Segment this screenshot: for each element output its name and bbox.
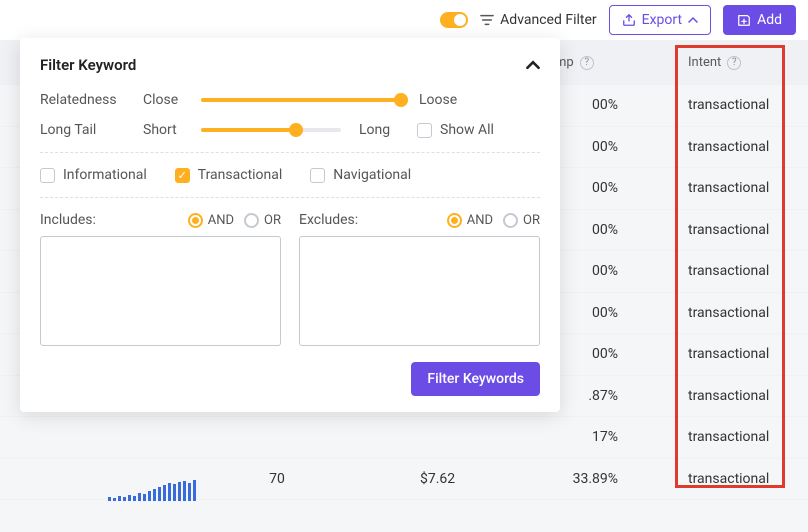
comp-cell: 17% <box>528 429 618 445</box>
advanced-filter-button[interactable]: Advanced Filter <box>480 12 596 28</box>
export-icon <box>622 13 636 27</box>
add-button[interactable]: Add <box>723 5 796 35</box>
relatedness-slider[interactable] <box>201 98 401 102</box>
intent-cell: transactional <box>688 139 769 155</box>
includes-label: Includes: <box>40 212 96 228</box>
relatedness-right: Loose <box>419 92 459 108</box>
intent-cell: transactional <box>688 305 769 321</box>
intent-cell: transactional <box>688 429 769 445</box>
filter-keywords-button[interactable]: Filter Keywords <box>411 362 540 396</box>
panel-title: Filter Keyword <box>40 56 136 74</box>
excludes-or-radio[interactable]: OR <box>503 213 540 228</box>
collapse-icon[interactable] <box>526 58 540 72</box>
includes-and-radio[interactable]: AND <box>188 213 234 228</box>
includes-textarea[interactable] <box>40 236 281 346</box>
table-row[interactable]: 17% transactional <box>0 417 808 459</box>
intent-cell: transactional <box>688 471 769 487</box>
intent-cell: transactional <box>688 388 769 404</box>
help-icon[interactable]: ? <box>727 56 741 70</box>
longtail-left: Short <box>143 122 183 138</box>
filter-keyword-panel: Filter Keyword Relatedness Close Loose L… <box>20 38 560 412</box>
column-intent-label: Intent <box>688 55 721 70</box>
advanced-filter-label: Advanced Filter <box>500 12 596 28</box>
excludes-and-radio[interactable]: AND <box>447 213 493 228</box>
intent-cell: transactional <box>688 346 769 362</box>
export-label: Export <box>642 12 682 28</box>
longtail-right: Long <box>359 122 399 138</box>
informational-checkbox[interactable]: Informational <box>40 167 147 183</box>
navigational-label: Navigational <box>333 167 411 183</box>
table-row[interactable]: 33.89% transactional 70 $7.62 <box>0 459 808 501</box>
intent-cell: transactional <box>688 180 769 196</box>
export-button[interactable]: Export <box>609 5 711 35</box>
add-label: Add <box>757 12 782 28</box>
longtail-label: Long Tail <box>40 122 125 138</box>
sparkline <box>108 479 196 501</box>
show-all-label: Show All <box>440 122 494 138</box>
price-cell: $7.62 <box>420 471 470 487</box>
excludes-label: Excludes: <box>299 212 358 228</box>
relatedness-left: Close <box>143 92 183 108</box>
transactional-checkbox[interactable]: Transactional <box>175 167 283 183</box>
comp-cell: 33.89% <box>528 471 618 487</box>
informational-label: Informational <box>63 167 147 183</box>
intent-cell: transactional <box>688 97 769 113</box>
navigational-checkbox[interactable]: Navigational <box>310 167 411 183</box>
column-header-intent[interactable]: Intent ? <box>688 55 741 70</box>
filter-icon <box>480 13 494 27</box>
add-icon <box>737 13 751 27</box>
relatedness-label: Relatedness <box>40 92 125 108</box>
show-all-checkbox[interactable]: Show All <box>417 122 494 138</box>
intent-cell: transactional <box>688 222 769 238</box>
excludes-textarea[interactable] <box>299 236 540 346</box>
intent-cell: transactional <box>688 263 769 279</box>
chevron-up-icon <box>688 15 698 25</box>
filter-toggle[interactable] <box>440 12 468 28</box>
num-cell: 70 <box>262 471 292 487</box>
help-icon[interactable]: ? <box>580 56 594 70</box>
transactional-label: Transactional <box>198 167 283 183</box>
longtail-slider[interactable] <box>201 128 341 132</box>
includes-or-radio[interactable]: OR <box>244 213 281 228</box>
column-header-comp[interactable]: mp ? <box>555 55 594 70</box>
